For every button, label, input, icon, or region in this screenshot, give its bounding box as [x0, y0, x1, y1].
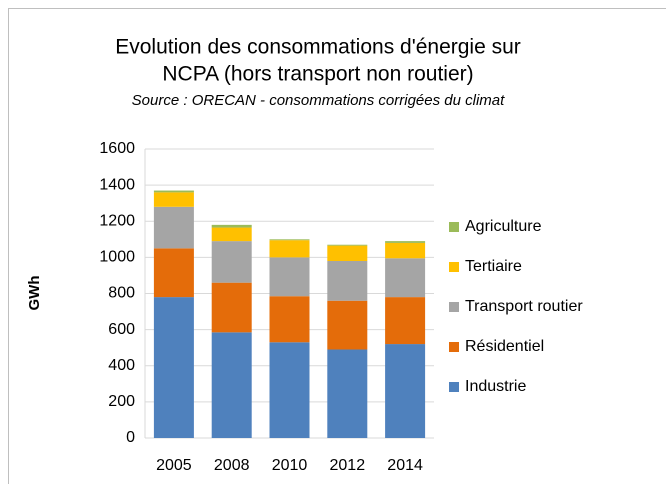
y-tick-label: 1000	[99, 249, 135, 266]
bar-segment	[211, 227, 252, 242]
bar-segment	[269, 296, 310, 343]
bar-segment	[269, 342, 310, 438]
bar-segment	[327, 244, 368, 246]
y-tick-label: 1200	[99, 212, 135, 229]
chart-subtitle: Source : ORECAN - consommations corrigée…	[132, 92, 505, 109]
bar-segment	[211, 241, 252, 283]
bar-segment	[211, 332, 252, 438]
bar-segment	[385, 258, 426, 298]
y-tick-label: 200	[108, 393, 135, 410]
x-tick-label: 2012	[330, 457, 366, 474]
bar-segment	[327, 260, 368, 301]
legend-label: Transport routier	[465, 298, 583, 315]
chart-title: Evolution des consommations d'énergie su…	[115, 36, 521, 59]
legend-label: Tertiaire	[465, 258, 522, 275]
y-tick-label: 800	[108, 285, 135, 302]
bar-segment	[385, 241, 426, 243]
bar-segment	[327, 349, 368, 438]
bar-segment	[153, 192, 194, 207]
chart-title: NCPA (hors transport non routier)	[162, 63, 473, 86]
y-tick-label: 1400	[99, 176, 135, 193]
legend-swatch	[449, 342, 459, 352]
legend-label: Industrie	[465, 378, 526, 395]
bar-segment	[269, 239, 310, 241]
legend-label: Résidentiel	[465, 338, 544, 355]
legend-label: Agriculture	[465, 218, 542, 235]
y-tick-label: 600	[108, 321, 135, 338]
bar-segment	[269, 257, 310, 297]
bar-segment	[153, 297, 194, 438]
legend-swatch	[449, 302, 459, 312]
y-axis-label: GWh	[26, 276, 43, 311]
x-tick-label: 2005	[156, 457, 192, 474]
bar-segment	[211, 282, 252, 333]
bar-segment	[153, 248, 194, 298]
y-tick-label: 400	[108, 357, 135, 374]
bar-segment	[153, 206, 194, 249]
bar-segment	[211, 224, 252, 228]
x-tick-label: 2014	[387, 457, 423, 474]
legend-swatch	[449, 382, 459, 392]
y-tick-label: 1600	[99, 140, 135, 157]
bar-segment	[327, 245, 368, 261]
x-tick-label: 2010	[272, 457, 308, 474]
bar-segment	[153, 190, 194, 193]
legend-swatch	[449, 262, 459, 272]
x-tick-label: 2008	[214, 457, 250, 474]
bar-segment	[385, 297, 426, 345]
bar-segment	[385, 344, 426, 438]
bar-segment	[269, 240, 310, 258]
legend-swatch	[449, 222, 459, 232]
y-tick-label: 0	[126, 429, 135, 446]
bar-segment	[385, 242, 426, 259]
bar-segment	[327, 300, 368, 350]
